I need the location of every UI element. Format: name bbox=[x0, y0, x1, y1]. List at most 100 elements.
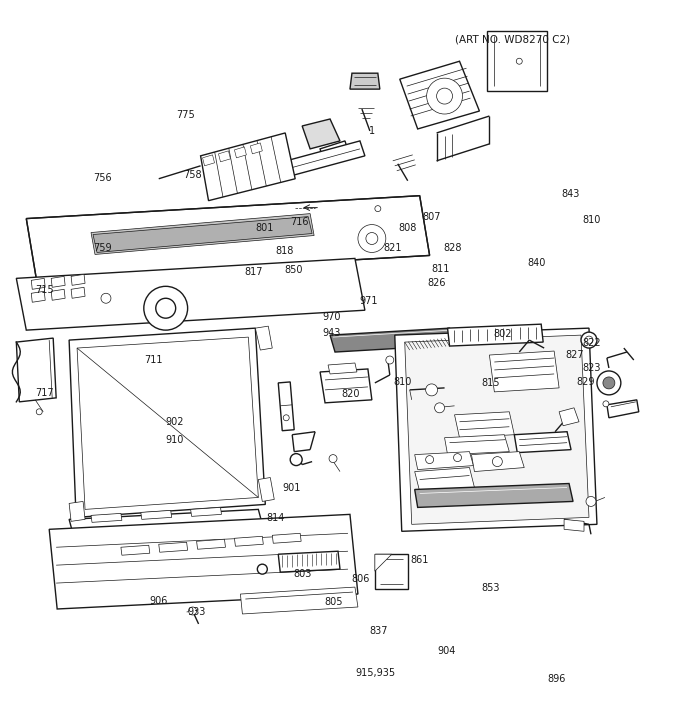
Polygon shape bbox=[514, 431, 571, 452]
Circle shape bbox=[426, 78, 462, 114]
Polygon shape bbox=[235, 147, 246, 158]
Circle shape bbox=[492, 457, 503, 467]
Circle shape bbox=[437, 88, 452, 104]
Polygon shape bbox=[490, 351, 559, 392]
Polygon shape bbox=[201, 133, 295, 201]
Text: 759: 759 bbox=[94, 243, 112, 253]
Text: 803: 803 bbox=[294, 569, 312, 579]
Text: 902: 902 bbox=[165, 418, 184, 428]
Circle shape bbox=[366, 233, 378, 244]
Polygon shape bbox=[158, 542, 188, 552]
Polygon shape bbox=[91, 513, 122, 522]
Text: 821: 821 bbox=[383, 244, 401, 254]
Circle shape bbox=[597, 371, 621, 395]
Polygon shape bbox=[454, 412, 514, 438]
Text: 815: 815 bbox=[481, 378, 500, 388]
Text: 943: 943 bbox=[322, 328, 341, 338]
Polygon shape bbox=[302, 119, 340, 149]
Text: 810: 810 bbox=[393, 377, 411, 387]
Polygon shape bbox=[258, 478, 274, 502]
Circle shape bbox=[585, 336, 593, 344]
Polygon shape bbox=[320, 141, 350, 165]
Text: 822: 822 bbox=[583, 338, 601, 348]
Text: 717: 717 bbox=[35, 388, 53, 398]
Text: (ART NO. WD8270 C2): (ART NO. WD8270 C2) bbox=[455, 34, 571, 44]
Text: 1: 1 bbox=[369, 125, 375, 136]
Polygon shape bbox=[49, 514, 358, 609]
Text: 827: 827 bbox=[566, 350, 584, 360]
Text: 904: 904 bbox=[438, 646, 456, 656]
Circle shape bbox=[454, 454, 462, 462]
Polygon shape bbox=[564, 519, 584, 531]
Polygon shape bbox=[31, 291, 45, 302]
Circle shape bbox=[143, 286, 188, 330]
Polygon shape bbox=[218, 151, 231, 162]
Text: 843: 843 bbox=[561, 189, 579, 199]
Circle shape bbox=[386, 356, 394, 364]
Polygon shape bbox=[27, 196, 430, 278]
Polygon shape bbox=[51, 289, 65, 300]
Polygon shape bbox=[69, 510, 262, 534]
Polygon shape bbox=[607, 400, 639, 418]
Circle shape bbox=[516, 58, 522, 65]
Polygon shape bbox=[328, 363, 357, 374]
Polygon shape bbox=[235, 536, 263, 546]
Polygon shape bbox=[275, 141, 365, 179]
Text: 801: 801 bbox=[255, 223, 273, 233]
Text: 850: 850 bbox=[285, 265, 303, 275]
Circle shape bbox=[358, 225, 386, 252]
Text: 756: 756 bbox=[94, 173, 112, 183]
Polygon shape bbox=[93, 217, 312, 252]
Polygon shape bbox=[405, 335, 589, 524]
Text: 775: 775 bbox=[176, 110, 195, 120]
Polygon shape bbox=[141, 510, 171, 519]
Circle shape bbox=[581, 332, 597, 348]
Circle shape bbox=[36, 409, 42, 415]
Circle shape bbox=[188, 607, 197, 615]
Circle shape bbox=[435, 403, 445, 413]
Polygon shape bbox=[71, 274, 85, 286]
Text: 901: 901 bbox=[282, 483, 301, 493]
Text: 840: 840 bbox=[527, 258, 545, 268]
Text: 826: 826 bbox=[428, 278, 446, 288]
Circle shape bbox=[426, 455, 434, 463]
Circle shape bbox=[603, 401, 609, 407]
Text: 802: 802 bbox=[493, 328, 512, 339]
Polygon shape bbox=[77, 337, 258, 510]
Circle shape bbox=[603, 377, 615, 389]
Polygon shape bbox=[330, 328, 454, 352]
Polygon shape bbox=[69, 502, 85, 521]
Text: 837: 837 bbox=[369, 626, 388, 636]
Polygon shape bbox=[375, 554, 408, 589]
Polygon shape bbox=[256, 326, 272, 350]
Polygon shape bbox=[471, 452, 524, 471]
Circle shape bbox=[329, 455, 337, 463]
Polygon shape bbox=[272, 534, 301, 543]
Polygon shape bbox=[31, 278, 45, 289]
Text: 828: 828 bbox=[444, 243, 462, 253]
Text: 970: 970 bbox=[322, 312, 341, 322]
Polygon shape bbox=[415, 468, 475, 492]
Text: 971: 971 bbox=[360, 296, 378, 306]
Polygon shape bbox=[250, 143, 262, 154]
Circle shape bbox=[375, 206, 381, 212]
Circle shape bbox=[290, 454, 302, 465]
Text: 933: 933 bbox=[187, 607, 205, 616]
Text: 808: 808 bbox=[398, 223, 417, 233]
Text: 806: 806 bbox=[351, 574, 369, 584]
Text: 758: 758 bbox=[183, 170, 202, 181]
Text: 829: 829 bbox=[576, 377, 594, 387]
Text: 716: 716 bbox=[290, 217, 309, 227]
Circle shape bbox=[257, 564, 267, 574]
Polygon shape bbox=[415, 484, 573, 508]
Polygon shape bbox=[71, 287, 85, 298]
Text: 823: 823 bbox=[583, 363, 601, 373]
Circle shape bbox=[426, 384, 438, 396]
Polygon shape bbox=[69, 328, 265, 518]
Polygon shape bbox=[559, 408, 579, 426]
Polygon shape bbox=[190, 507, 222, 516]
Polygon shape bbox=[447, 324, 543, 346]
Circle shape bbox=[101, 294, 111, 303]
Polygon shape bbox=[375, 554, 392, 571]
Polygon shape bbox=[278, 551, 340, 572]
